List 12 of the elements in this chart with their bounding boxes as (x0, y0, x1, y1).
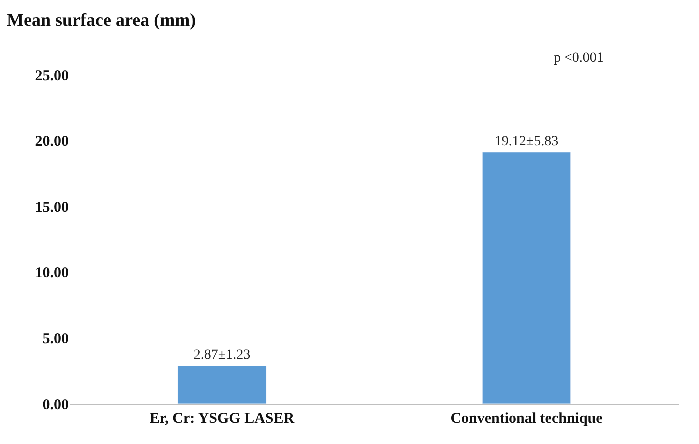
y-tick-label: 25.00 (35, 68, 69, 84)
x-tick-label: Conventional technique (450, 411, 604, 427)
y-tick-label: 15.00 (35, 200, 69, 216)
y-tick-label: 20.00 (35, 134, 69, 150)
y-tick-label: 0.00 (42, 397, 69, 414)
y-tick-label: 5.00 (42, 331, 69, 348)
chart-title: Mean surface area (mm) (6, 10, 196, 30)
text: p <0.001 (554, 51, 604, 66)
data-label: 2.87±1.23 (194, 348, 251, 364)
x-tick-label: Er, Cr: YSGG LASER (150, 411, 295, 427)
y-tick-label: 10.00 (35, 266, 69, 282)
data-label: 19.12±5.83 (494, 134, 559, 150)
